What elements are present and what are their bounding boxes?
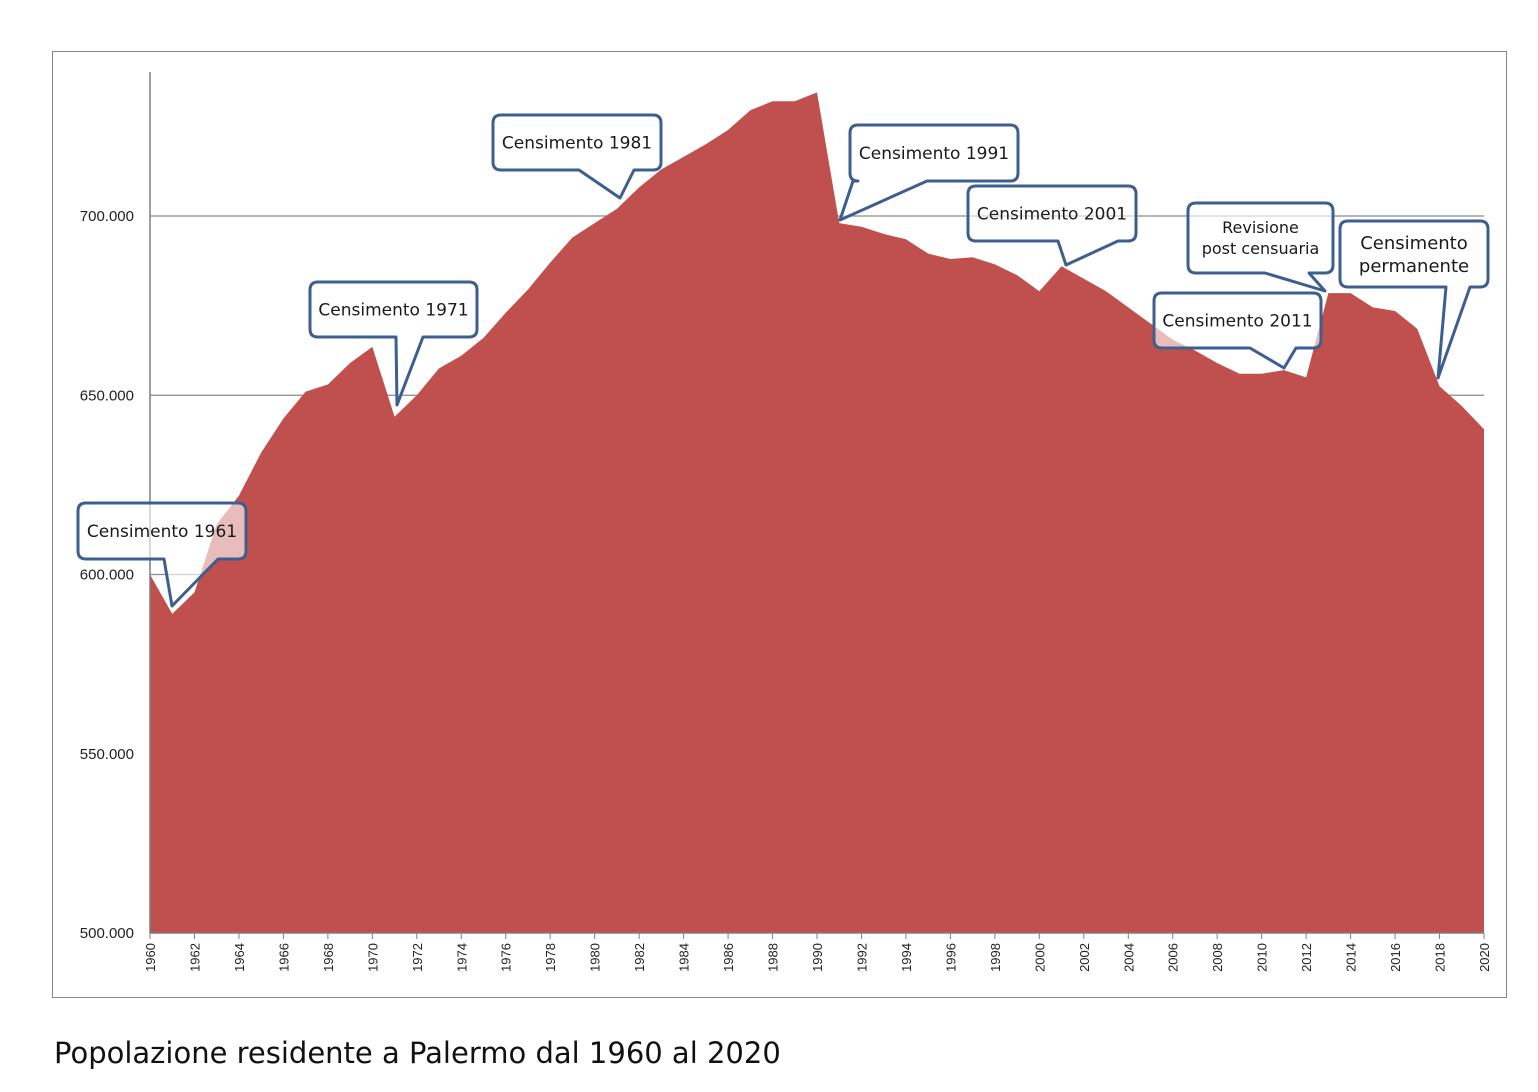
x-tick-label: 1970 (365, 943, 380, 972)
callout: Censimento 2001 (966, 184, 1138, 267)
x-tick-label: 2018 (1433, 943, 1448, 972)
x-tick-label: 1996 (943, 943, 958, 972)
y-tick-label: 700.000 (80, 208, 134, 225)
x-tick-label: 1966 (276, 943, 291, 972)
x-tick-label: 2004 (1121, 943, 1136, 972)
x-tick-label: 1992 (854, 943, 869, 972)
x-tick-label: 1962 (187, 943, 202, 972)
x-tick-label: 1994 (899, 943, 914, 972)
x-tick-label: 1972 (410, 943, 425, 972)
callout-label: Censimento 1981 (502, 133, 652, 153)
callout: Censimento 2011 (1152, 291, 1323, 370)
x-tick-label: 1964 (232, 943, 247, 972)
callout: Censimento 1971 (308, 280, 479, 407)
x-tick-label: 2012 (1299, 943, 1314, 972)
x-tick-label: 1982 (632, 943, 647, 972)
x-tick-label: 1986 (721, 943, 736, 972)
chart-caption: Popolazione residente a Palermo dal 1960… (54, 1036, 781, 1070)
x-tick-label: 1976 (499, 943, 514, 972)
callout: Censimento 1981 (491, 113, 663, 200)
callout-label: Revisione (1222, 218, 1299, 237)
callout-label: Censimento (1360, 233, 1468, 254)
x-tick-label: 1984 (677, 943, 692, 972)
x-tick-label: 1960 (143, 943, 158, 972)
x-tick-label: 1990 (810, 943, 825, 972)
plot-area (150, 92, 1484, 933)
callout-bubble (838, 123, 1020, 222)
x-tick-label: 2002 (1077, 943, 1092, 972)
callout-bubble (1186, 201, 1335, 293)
x-tick-label: 1968 (321, 943, 336, 972)
annotations: Censimento 1961 Censimento 1971 Censimento… (76, 113, 1490, 608)
callout-label: Censimento 1991 (859, 144, 1009, 164)
x-tick-label: 2006 (1166, 943, 1181, 972)
x-tick-label: 2020 (1477, 943, 1492, 972)
population-area (150, 92, 1484, 933)
callout-bubble (308, 280, 479, 407)
x-tick-label: 1998 (988, 943, 1003, 972)
callout-label: Censimento 1961 (87, 522, 237, 542)
x-tick-label: 2016 (1388, 943, 1403, 972)
callout-label: Censimento 1971 (318, 300, 468, 320)
x-tick-label: 2000 (1032, 943, 1047, 972)
x-tick-label: 1974 (454, 943, 469, 972)
axes: 500.000 550.000 600.000 650.000 700.000 1960 1… (80, 72, 1492, 972)
callout-label: permanente (1359, 256, 1469, 277)
y-tick-label: 500.000 (80, 925, 134, 942)
x-tick-label: 1988 (766, 943, 781, 972)
y-tick-label: 600.000 (80, 567, 134, 584)
callout-bubble (491, 113, 663, 200)
callout-label: Censimento 2011 (1162, 311, 1312, 331)
callout: Revisione post censuaria (1186, 201, 1335, 293)
callout: Censimento 1961 (76, 501, 248, 608)
y-tick-label: 650.000 (80, 387, 134, 404)
chart-frame (52, 51, 1507, 998)
callout-bubble (76, 501, 248, 608)
x-tick-label: 1980 (588, 943, 603, 972)
callout-label: post censuaria (1202, 239, 1320, 258)
callout-label: Censimento 2001 (977, 204, 1127, 224)
x-tick-label: 2014 (1344, 943, 1359, 972)
callout-bubble (1338, 219, 1490, 380)
callout-bubble (1152, 291, 1323, 370)
x-tick-label: 2008 (1210, 943, 1225, 972)
callout-bubble (966, 184, 1138, 267)
callout: Censimento 1991 (838, 123, 1020, 222)
y-tick-label: 550.000 (80, 746, 134, 763)
x-tick-label: 1978 (543, 943, 558, 972)
x-tick-label: 2010 (1255, 943, 1270, 972)
